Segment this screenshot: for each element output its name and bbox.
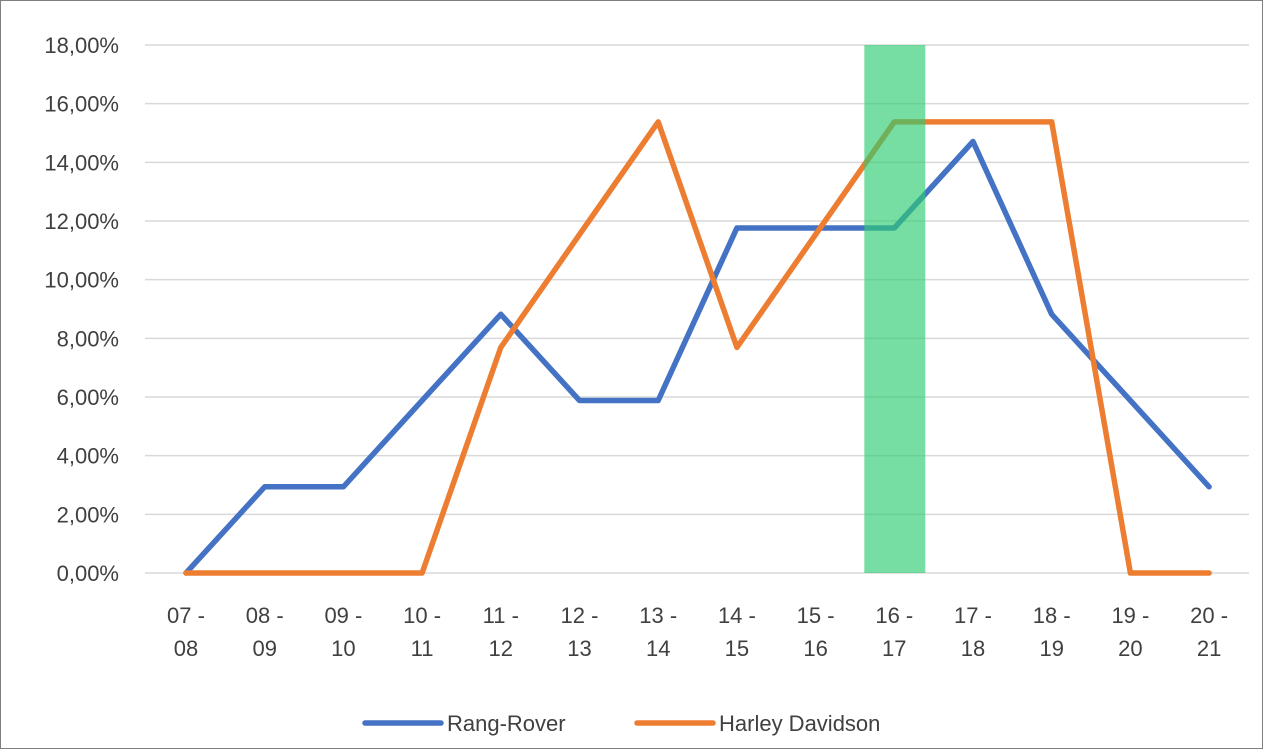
x-tick-label: 13 - 14 [639, 603, 677, 661]
x-tick-label: 16 - 17 [875, 603, 913, 661]
x-tick-label: 19 - 20 [1111, 603, 1149, 661]
x-tick-label-line: 18 - [1033, 603, 1071, 628]
legend: Rang-Rover Harley Davidson [362, 711, 880, 736]
x-tick-label-line: 13 [567, 636, 591, 661]
x-tick-label-line: 21 [1197, 636, 1221, 661]
legend-label-1: Rang-Rover [447, 711, 566, 736]
x-tick-label-line: 15 [725, 636, 749, 661]
y-tick-label: 14,00% [44, 150, 119, 175]
x-tick-label: 10 - 11 [403, 603, 441, 661]
legend-label-2: Harley Davidson [719, 711, 880, 736]
x-tick-label: 14 - 15 [718, 603, 756, 661]
y-tick-label: 6,00% [57, 385, 119, 410]
x-tick-label-line: 16 - [875, 603, 913, 628]
x-tick-label-line: 08 - [246, 603, 284, 628]
x-tick-label-line: 09 [252, 636, 276, 661]
x-tick-label-line: 09 - [324, 603, 362, 628]
x-tick-label-line: 11 [411, 636, 434, 661]
x-tick-label: 18 - 19 [1033, 603, 1071, 661]
series-line-1 [183, 138, 1212, 576]
y-tick-label: 16,00% [44, 92, 119, 117]
x-tick-label: 20 - 21 [1190, 603, 1228, 661]
y-axis-tick-labels: 0,00% 2,00% 4,00% 6,00% 8,00% 10,00% 12,00% 14,… [44, 33, 119, 586]
x-tick-label-line: 18 [961, 636, 985, 661]
x-tick-label: 15 - 16 [797, 603, 835, 661]
x-tick-label-line: 20 - [1190, 603, 1228, 628]
x-tick-label-line: 10 [331, 636, 355, 661]
x-tick-label-line: 19 [1039, 636, 1063, 661]
x-axis-tick-labels: 07 - 08 08 - 09 09 - 10 10 - 11 11 - 12 12 - 13 13 -… [167, 603, 1228, 661]
x-tick-label-line: 12 - [561, 603, 599, 628]
x-tick-label-line: 19 - [1111, 603, 1149, 628]
x-tick-label: 12 - 13 [561, 603, 599, 661]
series-line-2 [183, 119, 1212, 576]
x-tick-label: 08 - 09 [246, 603, 284, 661]
x-tick-label-line: 08 [174, 636, 198, 661]
x-tick-label-line: 10 - [403, 603, 441, 628]
y-tick-label: 8,00% [57, 326, 119, 351]
x-tick-label-line: 16 [803, 636, 827, 661]
x-tick-label-line: 20 [1118, 636, 1142, 661]
y-tick-label: 4,00% [57, 444, 119, 469]
y-tick-label: 12,00% [44, 209, 119, 234]
y-tick-label: 10,00% [44, 268, 119, 293]
x-tick-label-line: 17 - [954, 603, 992, 628]
y-tick-label: 2,00% [57, 502, 119, 527]
x-tick-label-line: 15 - [797, 603, 835, 628]
x-tick-label-line: 07 - [167, 603, 205, 628]
highlight-band-layer [864, 45, 926, 573]
highlight-band [864, 45, 926, 573]
x-tick-label: 11 - 12 [483, 603, 519, 661]
x-tick-label-line: 17 [882, 636, 906, 661]
y-tick-label: 18,00% [44, 33, 119, 58]
gridlines [145, 44, 1249, 574]
x-tick-label: 07 - 08 [167, 603, 205, 661]
x-tick-label-line: 14 [646, 636, 670, 661]
y-tick-label: 0,00% [57, 561, 119, 586]
series-layer [183, 119, 1212, 576]
x-tick-label: 09 - 10 [324, 603, 362, 661]
x-tick-label-line: 11 - [483, 603, 519, 628]
x-tick-label-line: 13 - [639, 603, 677, 628]
x-tick-label: 17 - 18 [954, 603, 992, 661]
x-tick-label-line: 14 - [718, 603, 756, 628]
x-tick-label-line: 12 [489, 636, 513, 661]
